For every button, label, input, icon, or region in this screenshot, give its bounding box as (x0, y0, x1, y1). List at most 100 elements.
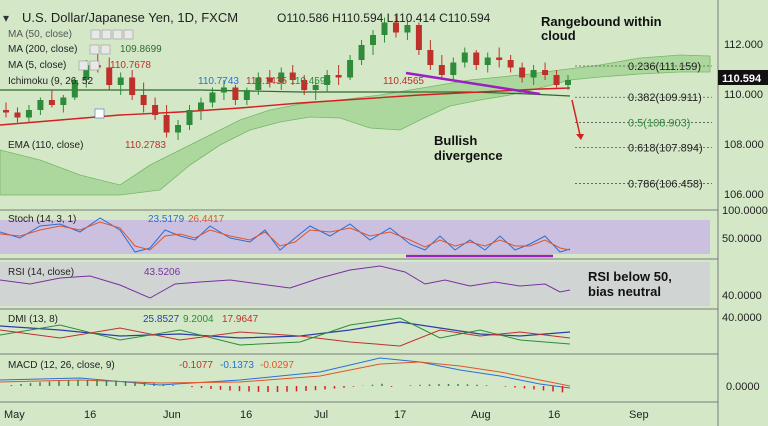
candle-body (152, 105, 159, 115)
candle-body (530, 70, 537, 78)
candle-body (301, 80, 308, 90)
candle-body (473, 52, 480, 65)
candle-body (175, 125, 182, 133)
candle-body (370, 35, 377, 45)
gear-icon (89, 44, 100, 55)
time-tick: Aug (471, 409, 491, 421)
annotation-bullish-line1: Bullish (434, 133, 477, 148)
eye-icon (94, 108, 105, 119)
candle-body (186, 110, 193, 125)
ohlc-values: O110.586 H110.594 L110.414 C110.594 (277, 11, 491, 25)
plus-icon (112, 29, 123, 40)
candle-body (392, 22, 399, 33)
candle-body (243, 90, 250, 100)
legend-ema: EMA (110, close) (8, 140, 83, 151)
candle-body (358, 45, 365, 60)
dmi-panel: DMI (13, 8) 25.8527 9.2004 17.9647 40.00… (0, 312, 762, 347)
annotation-rsi-line1: RSI below 50, (588, 269, 672, 284)
macd-value-3: -0.0297 (260, 360, 294, 371)
legend-ichimoku: Ichimoku (9, 26, 52 (8, 76, 93, 87)
price-tick: 112.000 (724, 39, 763, 51)
candle-body (335, 75, 342, 78)
dmi-value-adx: 25.8527 (143, 314, 180, 325)
annotation-bullish: Bullish divergence (434, 133, 503, 163)
time-tick: 16 (84, 409, 96, 421)
legend-ichimoku-v1: 110.7743 (198, 76, 239, 87)
candle-body (565, 80, 571, 85)
chart-header: ▾ U.S. Dollar/Japanese Yen, 1D, FXCM O11… (3, 10, 491, 25)
candle-body (484, 57, 491, 65)
rsi-label: RSI (14, close) (8, 267, 74, 278)
rsi-line (0, 265, 571, 299)
candle-body (71, 80, 78, 98)
gear-icon (90, 29, 101, 40)
dmi-plus-line (0, 317, 571, 346)
fib-level-label: 0.236(111.159) (628, 61, 701, 73)
stoch-panel: Stoch (14, 3, 1) 23.5179 26.4417 100.000… (0, 205, 768, 253)
fib-level-label: 0.786(106.458) (628, 179, 703, 191)
legend-ichimoku-v3: 110.4595 (290, 76, 331, 87)
legend-ma200-value: 109.8699 (120, 44, 162, 55)
candle-body (404, 25, 411, 33)
dmi-tick: 40.0000 (722, 312, 762, 324)
candle-body (232, 87, 239, 100)
legend-ma200: MA (200, close) (8, 44, 77, 55)
candle-body (438, 65, 445, 75)
annotation-rangebound-line2: cloud (541, 28, 576, 43)
annotation-rsi-line2: bias neutral (588, 284, 661, 299)
gear-icon (78, 60, 89, 71)
rsi-panel: RSI (14, close) 43.5206 40.0000 (0, 265, 762, 302)
time-tick: 16 (240, 409, 252, 421)
annotation-rangebound: Rangebound within cloud (541, 14, 662, 43)
candle-body (519, 67, 526, 78)
ma200-line (0, 89, 571, 97)
rsi-tick: 40.0000 (722, 290, 762, 302)
macd-signal-line (0, 361, 571, 387)
time-tick: Sep (629, 409, 649, 421)
legend-controls[interactable] (78, 29, 134, 119)
macd-line (0, 357, 571, 389)
candle-body (312, 85, 319, 90)
stoch-label: Stoch (14, 3, 1) (8, 214, 76, 225)
candle-body (255, 77, 262, 90)
candle-body (289, 72, 296, 80)
down-arrow-icon (571, 99, 584, 140)
candle-body (37, 100, 44, 110)
indicator-legend: MA (50, close) MA (200, close) 109.8699 … (8, 29, 424, 151)
dmi-label: DMI (13, 8) (8, 314, 58, 325)
candle-body (14, 112, 21, 118)
close-icon (123, 29, 134, 40)
time-tick: Jun (163, 409, 181, 421)
macd-value-1: -0.1077 (179, 360, 213, 371)
last-price-label: 110.594 (722, 73, 762, 85)
fib-level-label: 0.382(109.911) (628, 92, 702, 104)
legend-ichimoku-v4: 110.4565 (383, 76, 424, 87)
price-tick: 110.000 (724, 89, 763, 101)
legend-ema-value: 110.2783 (125, 140, 166, 151)
stoch-d-value: 26.4417 (188, 214, 225, 225)
time-tick: May (4, 409, 25, 421)
candle-body (60, 97, 67, 105)
candle-body (83, 65, 90, 80)
legend-ma50: MA (50, close) (8, 29, 72, 40)
candle-body (163, 115, 170, 133)
stoch-k-value: 23.5179 (148, 214, 185, 225)
legend-ma5: MA (5, close) (8, 60, 66, 71)
dmi-minus-line (0, 327, 571, 347)
time-tick: 17 (394, 409, 406, 421)
collapse-icon[interactable]: ▾ (3, 11, 9, 25)
annotations: Rangebound within cloud Bullish divergence… (434, 14, 672, 299)
legend-ma5-value: 110.7678 (110, 60, 151, 71)
candle-body (381, 22, 388, 35)
candle-body (266, 77, 273, 83)
annotation-rangebound-line1: Rangebound within (541, 14, 662, 29)
settings-icon (101, 29, 112, 40)
candle-body (220, 87, 227, 93)
rsi-value: 43.5206 (144, 267, 181, 278)
candle-body (209, 92, 216, 103)
stoch-tick: 100.0000 (722, 205, 768, 217)
last-price-badge (718, 70, 768, 85)
candle-body (140, 95, 147, 105)
time-tick: 16 (548, 409, 560, 421)
